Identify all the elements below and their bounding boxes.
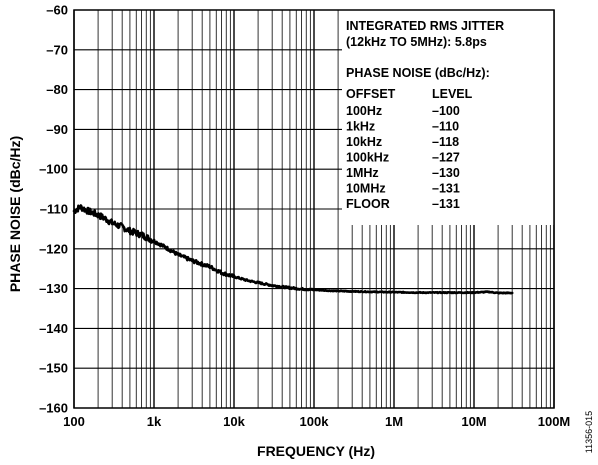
offset-value: 1kHz [346, 120, 375, 134]
y-tick-label: –90 [46, 122, 68, 137]
plot-frame [73, 9, 555, 409]
level-header: LEVEL [432, 87, 473, 101]
y-tick-label: –60 [46, 3, 68, 18]
offset-value: 10kHz [346, 135, 382, 149]
level-value: –100 [432, 104, 460, 118]
y-tick-label: –160 [39, 401, 68, 416]
x-tick-label: 100k [300, 414, 330, 429]
x-tick-label: 1M [385, 414, 403, 429]
phase-noise-table-rows: 100Hz –100 1kHz –110 10kHz –118 100kHz –127 1MHz… [346, 104, 460, 211]
x-axis-title: FREQUENCY (Hz) [257, 443, 375, 459]
y-axis-title: PHASE NOISE (dBc/Hz) [7, 136, 23, 292]
y-tick-label: –150 [39, 361, 68, 376]
offset-header: OFFSET [346, 87, 396, 101]
y-tick-label: –140 [39, 321, 68, 336]
level-value: –110 [432, 120, 459, 134]
offset-value: 100Hz [346, 104, 382, 118]
jitter-value: (12kHz TO 5MHz): 5.8ps [346, 35, 487, 49]
y-tick-label: –130 [39, 281, 68, 296]
offset-value: 1MHz [346, 166, 379, 180]
y-tick-label: –70 [46, 42, 68, 57]
annotation-background [342, 10, 554, 225]
offset-value: 10MHz [346, 182, 386, 196]
level-value: –127 [432, 151, 460, 165]
jitter-title: INTEGRATED RMS JITTER [346, 19, 504, 33]
level-value: –118 [432, 135, 459, 149]
phase-noise-curve [72, 204, 514, 295]
phase-noise-table-title: PHASE NOISE (dBc/Hz): [346, 66, 490, 80]
y-tick-label: –100 [39, 162, 68, 177]
figure-id: 11356-015 [584, 411, 594, 453]
offset-value: FLOOR [346, 197, 390, 211]
x-axis-ticks: 100 1k 10k 100k 1M 10M 100M [63, 414, 570, 429]
specs-annotation: INTEGRATED RMS JITTER (12kHz TO 5MHz): 5… [342, 10, 554, 225]
y-axis-ticks: –60 –70 –80 –90 –100 –110 –120 –130 –140 –150 –160 [39, 3, 68, 416]
y-tick-label: –120 [39, 241, 68, 256]
y-tick-label: –110 [40, 202, 68, 217]
offset-value: 100kHz [346, 151, 389, 165]
level-value: –131 [432, 182, 460, 196]
x-tick-label: 10M [461, 414, 486, 429]
x-tick-label: 1k [147, 414, 162, 429]
x-tick-label: 100M [538, 414, 571, 429]
x-tick-label: 100 [63, 414, 85, 429]
level-value: –131 [432, 197, 460, 211]
level-value: –130 [432, 166, 460, 180]
x-tick-label: 10k [223, 414, 245, 429]
y-tick-label: –80 [46, 82, 68, 97]
